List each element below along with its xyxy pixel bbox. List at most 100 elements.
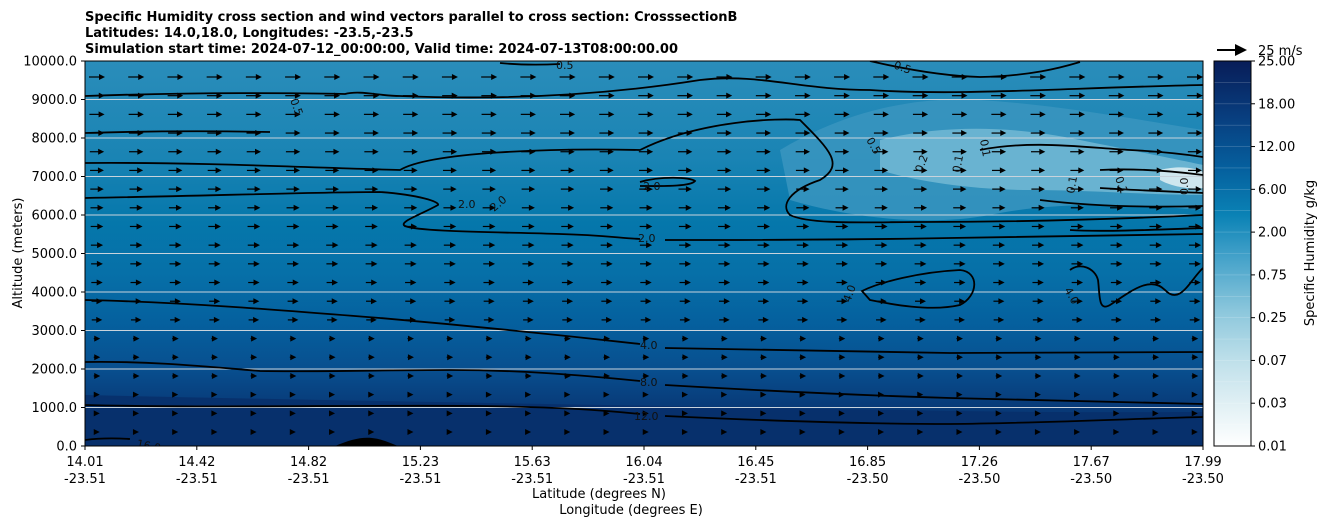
colorbar-tick-label: 6.00	[1258, 183, 1287, 198]
wind-arrow	[1152, 429, 1159, 435]
wind-arrow	[324, 92, 341, 99]
clabel-01a: 0.1	[950, 154, 966, 173]
wind-arrow	[1034, 372, 1042, 379]
wind-arrow	[403, 111, 419, 118]
wind-arrow	[366, 298, 377, 305]
wind-arrow	[365, 242, 378, 249]
wind-arrow	[289, 410, 296, 417]
wind-arrow	[560, 167, 575, 174]
contour-2-bulge	[639, 176, 697, 187]
wind-arrow	[287, 298, 299, 305]
colorbar-tick-label: 0.07	[1258, 354, 1287, 369]
wind-arrow	[560, 186, 575, 193]
wind-arrow	[246, 148, 262, 155]
wind-arrow	[129, 204, 143, 211]
wind-arrow	[561, 279, 574, 286]
x-tick-label-lon: -23.51	[735, 472, 777, 487]
wind-arrow	[405, 298, 417, 305]
wind-arrow	[956, 391, 963, 398]
wind-arrow	[403, 186, 418, 193]
wind-arrow	[403, 148, 418, 155]
wind-arrow	[1191, 372, 1199, 379]
wind-arrow	[678, 167, 693, 174]
wind-arrow	[446, 335, 454, 342]
wind-arrow	[638, 92, 654, 99]
wind-arrow	[525, 335, 532, 342]
wind-arrow	[756, 167, 771, 174]
wind-arrow	[483, 298, 495, 305]
wind-arrow	[329, 372, 336, 379]
wind-arrow	[599, 130, 615, 137]
contour-4	[85, 299, 1203, 354]
y-tick-label: 3000.0	[32, 324, 78, 339]
wind-arrow	[1152, 354, 1160, 361]
wind-arrow	[956, 354, 963, 361]
wind-arrow	[758, 298, 770, 305]
wind-arrow	[407, 354, 414, 361]
wind-arrow	[1149, 242, 1162, 249]
wind-arrow	[209, 316, 220, 323]
wind-arrow	[404, 242, 417, 249]
wind-arrow	[836, 279, 848, 286]
wind-arrow	[718, 279, 731, 286]
wind-arrow	[1074, 410, 1081, 417]
chart-title: Specific Humidity cross section and wind…	[85, 10, 737, 57]
wind-arrow	[404, 223, 418, 230]
y-tick-label: 7000.0	[32, 170, 78, 185]
wind-arrow	[523, 316, 534, 323]
wind-arrow	[404, 204, 418, 211]
contour-05-upper	[85, 77, 1203, 99]
clabel-2d: 2.0	[643, 180, 661, 193]
wind-arrow	[1150, 298, 1162, 305]
wind-arrow	[1034, 410, 1041, 417]
wind-arrow	[248, 279, 260, 286]
wind-arrow	[1188, 204, 1202, 211]
wind-arrow	[679, 279, 691, 286]
wind-arrow	[721, 429, 728, 435]
wind-arrow	[130, 279, 142, 286]
wind-arrow	[289, 429, 296, 435]
wind-arrow	[407, 429, 414, 435]
wind-arrow	[835, 204, 849, 211]
wind-arrow	[914, 223, 927, 230]
wind-arrow	[954, 279, 966, 286]
clabel-02: 0.2	[913, 153, 931, 174]
wind-arrow	[721, 391, 728, 398]
wind-arrow	[525, 354, 532, 361]
wind-arrow	[642, 410, 649, 417]
colorbar: 0.01 0.03 0.07 0.25 0.75 2.00 6.00 12.00 18.00 25…	[1213, 55, 1318, 455]
wind-arrow	[1148, 148, 1163, 155]
wind-arrow	[1188, 167, 1202, 174]
wind-arrow	[1110, 260, 1123, 267]
wind-arrow	[325, 148, 340, 155]
wind-arrow	[757, 242, 770, 249]
wind-arrow	[1034, 354, 1042, 361]
wind-arrow	[991, 148, 1007, 155]
wind-arrow	[638, 74, 654, 80]
wind-arrow	[207, 167, 222, 174]
wind-arrow	[90, 167, 104, 174]
wind-arrow	[522, 298, 534, 305]
wind-arrow	[873, 130, 889, 137]
wind-arrow	[952, 186, 967, 193]
contour-2-low	[85, 191, 1203, 241]
wind-arrow	[678, 223, 692, 230]
wind-arrow	[364, 204, 379, 211]
wind-arrow	[326, 298, 338, 305]
wind-arrow	[757, 260, 770, 267]
wind-arrow	[285, 111, 301, 118]
wind-arrow	[172, 335, 179, 342]
wind-arrow	[483, 242, 496, 249]
wind-arrow	[206, 74, 223, 80]
wind-arrow	[838, 391, 845, 398]
wind-arrow	[93, 354, 101, 361]
wind-arrow	[211, 410, 218, 417]
wind-arrow	[1109, 130, 1124, 137]
wind-arrow	[130, 298, 142, 305]
wind-arrow	[717, 167, 732, 174]
wind-arrow	[446, 429, 453, 435]
wind-arrow	[1113, 354, 1120, 361]
wind-arrow	[1149, 204, 1163, 211]
wind-arrow	[207, 186, 222, 193]
